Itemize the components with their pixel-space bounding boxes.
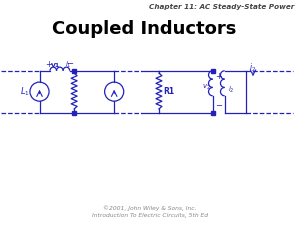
Text: V1: V1 bbox=[51, 63, 60, 68]
Text: Chapter 11: AC Steady-State Power: Chapter 11: AC Steady-State Power bbox=[149, 4, 295, 10]
Text: −: − bbox=[66, 60, 73, 69]
Text: $v_2$: $v_2$ bbox=[202, 83, 211, 92]
Text: $i_1$: $i_1$ bbox=[65, 60, 72, 70]
Text: R1: R1 bbox=[164, 87, 175, 96]
Text: +: + bbox=[45, 60, 52, 69]
Text: ©2001, John Wiley & Sons, Inc.
Introduction To Electric Circuits, 5th Ed: ©2001, John Wiley & Sons, Inc. Introduct… bbox=[92, 205, 208, 218]
Text: $i_2$: $i_2$ bbox=[249, 62, 256, 74]
Text: $i_2$: $i_2$ bbox=[228, 85, 235, 95]
Text: +: + bbox=[215, 72, 222, 81]
Text: $L_1$: $L_1$ bbox=[20, 85, 29, 98]
Text: Coupled Inductors: Coupled Inductors bbox=[52, 20, 236, 38]
Text: −: − bbox=[215, 101, 222, 110]
